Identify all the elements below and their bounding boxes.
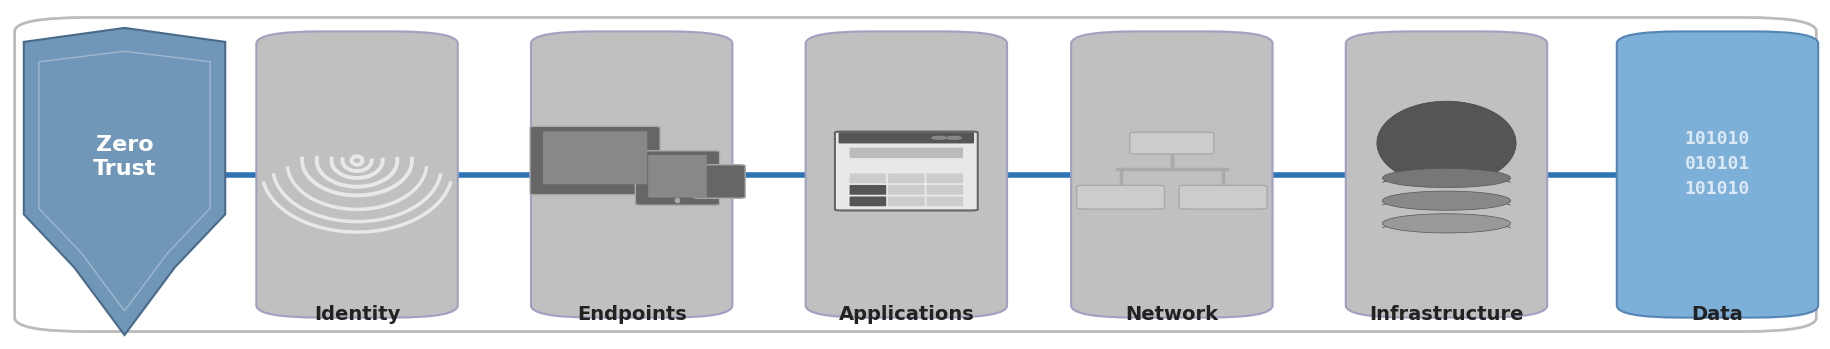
FancyBboxPatch shape bbox=[15, 17, 1815, 332]
Ellipse shape bbox=[1382, 214, 1510, 233]
FancyBboxPatch shape bbox=[849, 173, 886, 183]
Ellipse shape bbox=[1382, 169, 1510, 188]
FancyBboxPatch shape bbox=[849, 185, 886, 195]
FancyBboxPatch shape bbox=[849, 148, 963, 158]
FancyBboxPatch shape bbox=[531, 126, 659, 195]
Text: 101010
010101
101010: 101010 010101 101010 bbox=[1684, 130, 1749, 198]
FancyBboxPatch shape bbox=[805, 31, 1007, 318]
Text: Zero
Trust: Zero Trust bbox=[93, 135, 156, 179]
Text: Applications: Applications bbox=[838, 305, 974, 324]
Text: Data: Data bbox=[1691, 305, 1742, 324]
Text: Network: Network bbox=[1125, 305, 1217, 324]
FancyBboxPatch shape bbox=[1076, 185, 1164, 209]
FancyBboxPatch shape bbox=[926, 173, 963, 183]
Text: Identity: Identity bbox=[313, 305, 401, 324]
Ellipse shape bbox=[1382, 191, 1510, 210]
FancyBboxPatch shape bbox=[1345, 31, 1546, 318]
FancyBboxPatch shape bbox=[648, 155, 706, 198]
FancyBboxPatch shape bbox=[635, 151, 719, 205]
FancyBboxPatch shape bbox=[542, 131, 646, 184]
FancyBboxPatch shape bbox=[926, 196, 963, 206]
FancyBboxPatch shape bbox=[926, 185, 963, 195]
FancyBboxPatch shape bbox=[888, 173, 924, 183]
FancyBboxPatch shape bbox=[888, 196, 924, 206]
Text: Endpoints: Endpoints bbox=[576, 305, 686, 324]
FancyBboxPatch shape bbox=[1616, 31, 1817, 318]
FancyBboxPatch shape bbox=[531, 31, 732, 318]
FancyBboxPatch shape bbox=[849, 196, 886, 206]
Polygon shape bbox=[24, 28, 225, 335]
Circle shape bbox=[946, 136, 961, 139]
Text: Infrastructure: Infrastructure bbox=[1369, 305, 1523, 324]
FancyBboxPatch shape bbox=[256, 31, 458, 318]
FancyBboxPatch shape bbox=[1179, 185, 1266, 209]
FancyBboxPatch shape bbox=[694, 165, 745, 198]
FancyBboxPatch shape bbox=[1071, 31, 1272, 318]
FancyBboxPatch shape bbox=[888, 185, 924, 195]
Circle shape bbox=[931, 136, 946, 139]
FancyBboxPatch shape bbox=[834, 132, 977, 210]
FancyBboxPatch shape bbox=[1129, 132, 1213, 154]
FancyBboxPatch shape bbox=[838, 132, 974, 143]
Ellipse shape bbox=[1376, 101, 1515, 185]
